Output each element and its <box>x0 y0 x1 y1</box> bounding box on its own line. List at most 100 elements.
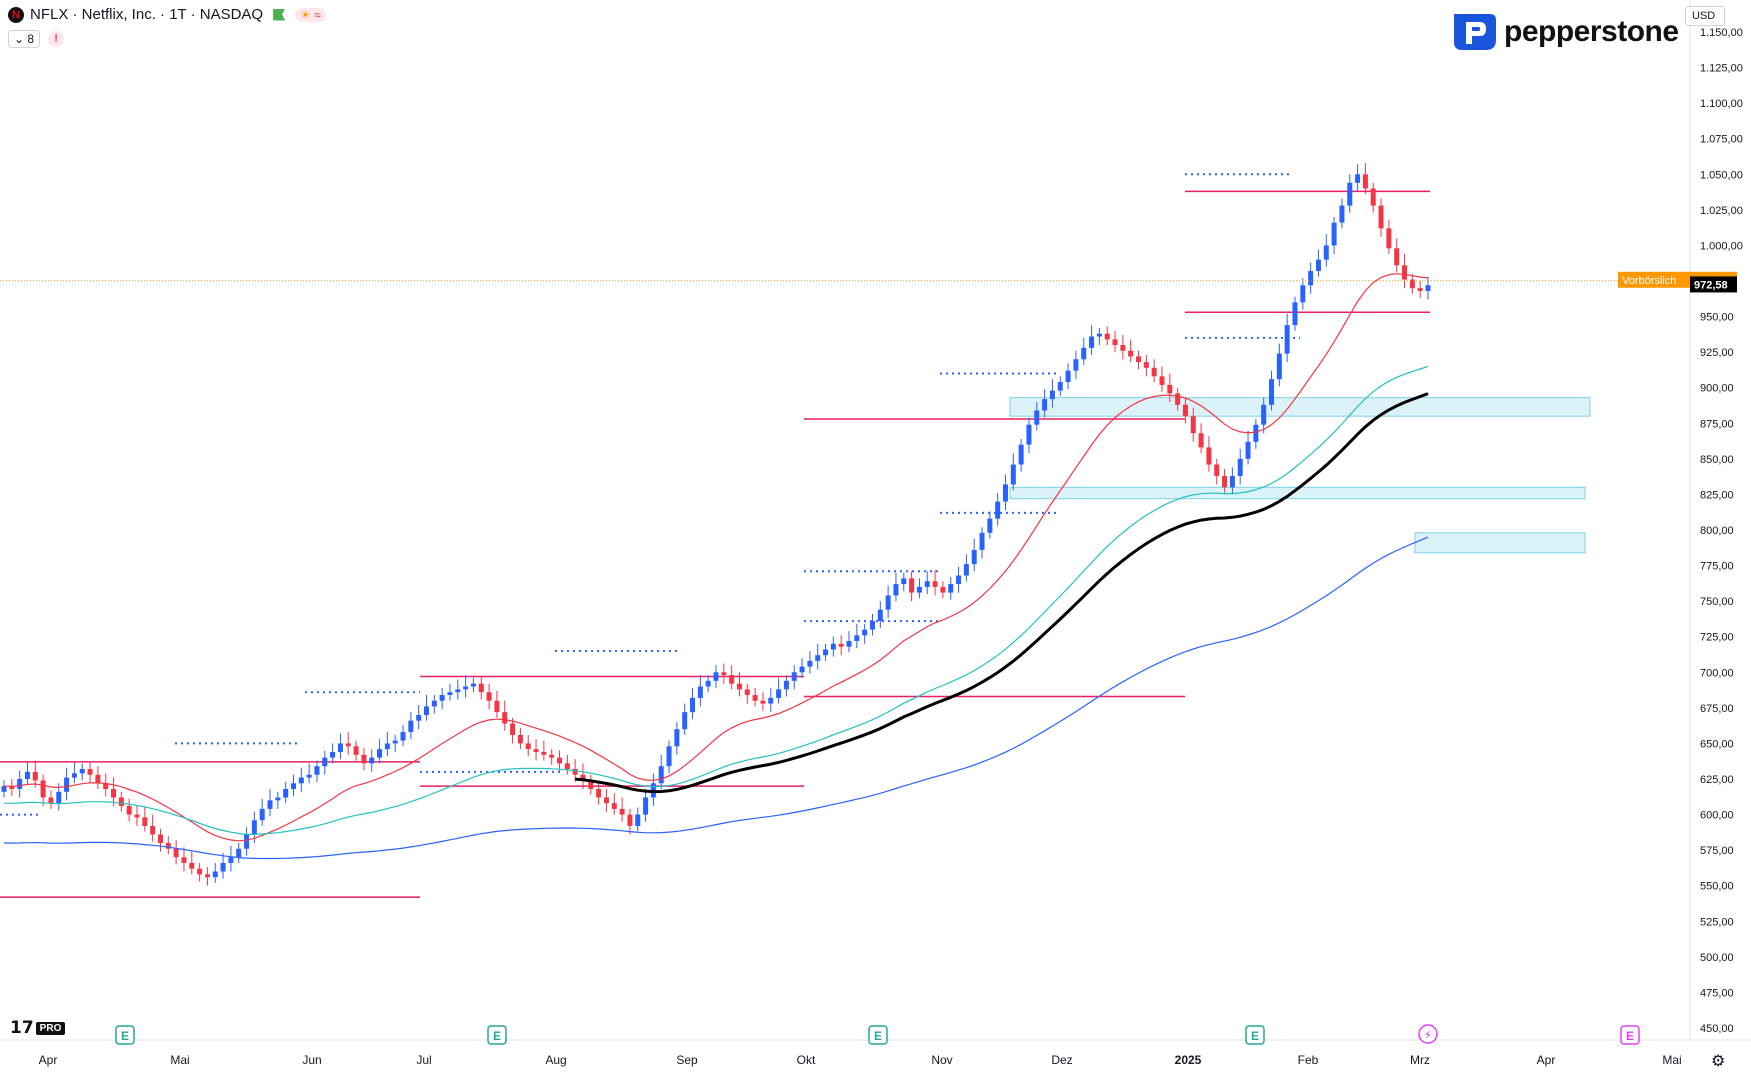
session-pill[interactable]: ☀ ≈ <box>295 7 326 22</box>
candle-body <box>713 672 719 681</box>
candle-body <box>32 771 38 781</box>
candle-body <box>1323 245 1329 260</box>
flash-icon: ⚡ <box>1424 1028 1432 1042</box>
candle-body <box>1018 444 1024 465</box>
candle-body <box>838 643 844 647</box>
candle-body <box>572 769 578 775</box>
candle-body <box>932 581 938 587</box>
candle-body <box>17 779 23 789</box>
candle-body <box>157 834 163 844</box>
candle-body <box>1026 424 1032 445</box>
candle-body <box>337 743 343 752</box>
indicators-toggle-button[interactable]: ⌄ 8 <box>8 30 41 48</box>
price-tick-label: 1.000,00 <box>1700 240 1743 252</box>
candle-body <box>1308 271 1314 286</box>
candle-body <box>557 757 563 764</box>
candle-body <box>48 797 54 804</box>
price-tick-label: 1.125,00 <box>1700 63 1743 75</box>
candle-body <box>377 749 383 758</box>
warning-icon[interactable]: ! <box>48 31 65 47</box>
candle-body <box>1089 336 1095 348</box>
candle-body <box>455 689 461 693</box>
price-tick-label: 700,00 <box>1700 667 1734 679</box>
candle-body <box>1276 353 1282 380</box>
candle-body <box>1143 362 1149 368</box>
candle-body <box>877 609 883 622</box>
candle-body <box>1284 325 1290 354</box>
candle-body <box>408 720 414 733</box>
last-price: 972,58 <box>1694 279 1728 291</box>
candle-body <box>1315 259 1321 272</box>
pepperstone-mark-icon <box>1454 14 1496 50</box>
candle-body <box>791 672 797 681</box>
candle-body <box>1261 404 1267 425</box>
candle-body <box>369 757 375 764</box>
candle-body <box>463 686 469 690</box>
candle-body <box>345 743 351 747</box>
candle-body <box>549 754 555 758</box>
candle-body <box>447 692 453 696</box>
candle-body <box>236 848 242 858</box>
candle-body <box>189 862 195 869</box>
candle-body <box>392 740 398 744</box>
candle-body <box>979 532 985 550</box>
price-tick-label: 1.150,00 <box>1700 27 1743 39</box>
price-tick-label: 825,00 <box>1700 489 1734 501</box>
ema-red-line <box>3 273 1429 842</box>
netflix-logo-icon: N <box>8 6 24 23</box>
time-axis-label: Dez <box>1051 1053 1072 1067</box>
candle-body <box>721 672 727 676</box>
earnings-label: E <box>1251 1029 1259 1043</box>
price-tick-label: 650,00 <box>1700 738 1734 750</box>
price-tick-label: 625,00 <box>1700 774 1734 786</box>
gear-icon[interactable]: ⚙ <box>1711 1053 1726 1070</box>
premarket-tag <box>1618 271 1690 288</box>
price-tick-label: 725,00 <box>1700 632 1734 644</box>
wave-icon: ≈ <box>314 7 321 22</box>
candle-body <box>830 643 836 650</box>
candle-body <box>431 700 437 707</box>
candle-body <box>204 874 210 878</box>
candle-body <box>1065 370 1071 383</box>
earnings-icon <box>868 1025 888 1045</box>
candle-body <box>697 686 703 698</box>
symbol-header[interactable]: N NFLX · Netflix, Inc. · 1T · NASDAQ ☀ ≈ <box>8 6 326 23</box>
tv-logo-mark: 17 <box>10 1018 34 1038</box>
candle-body <box>1112 339 1118 346</box>
time-axis-label: Jun <box>302 1053 321 1067</box>
tradingview-logo[interactable]: 17 PRO <box>10 1018 66 1038</box>
candle-body <box>95 774 101 784</box>
candle-body <box>682 712 688 730</box>
ma-black-line <box>575 392 1429 794</box>
candle-body <box>244 834 250 849</box>
candle-body <box>1167 384 1173 394</box>
candle-body <box>627 814 633 826</box>
candle-body <box>1370 188 1376 206</box>
ema-teal-line <box>3 365 1429 836</box>
candle-body <box>142 817 148 826</box>
candle-body <box>752 695 758 701</box>
candle-body <box>854 635 860 641</box>
price-tick-label: 850,00 <box>1700 454 1734 466</box>
candle-body <box>361 754 367 764</box>
indicators-count: 8 <box>27 32 35 46</box>
time-axis-label: Mrz <box>1410 1053 1430 1067</box>
candle-body <box>1229 475 1235 488</box>
candle-body <box>251 820 257 835</box>
candle-body <box>79 769 85 774</box>
symbol-title[interactable]: NFLX · Netflix, Inc. · 1T · NASDAQ <box>30 6 264 23</box>
candle-body <box>744 689 750 696</box>
candle-body <box>643 797 649 815</box>
candle-body <box>181 857 187 863</box>
candle-body <box>314 766 320 775</box>
price-tick-label: 1.075,00 <box>1700 134 1743 146</box>
candle-body <box>24 771 30 779</box>
currency-select[interactable]: USD <box>1685 6 1725 26</box>
candle-body <box>330 751 336 758</box>
candle-body <box>909 578 915 593</box>
candle-body <box>1206 447 1212 465</box>
last-price-tag <box>1690 276 1737 293</box>
candle-body <box>1120 345 1126 351</box>
